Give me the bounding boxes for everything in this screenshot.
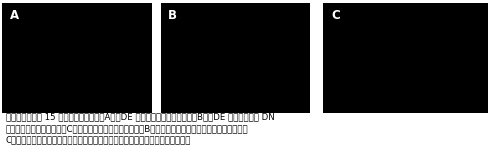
Text: C: C [332,9,341,22]
Text: B: B [168,9,177,22]
Text: 図３　ステージ 15 における野生型胚（A）、DE カドヘリン接合体ヌル胚（B）、DE カドヘリンを DN
カドヘリンで置換した胚（C）の上皮組織を染色したもの: 図３ ステージ 15 における野生型胚（A）、DE カドヘリン接合体ヌル胚（B）… [6,113,274,145]
Text: A: A [10,9,19,22]
